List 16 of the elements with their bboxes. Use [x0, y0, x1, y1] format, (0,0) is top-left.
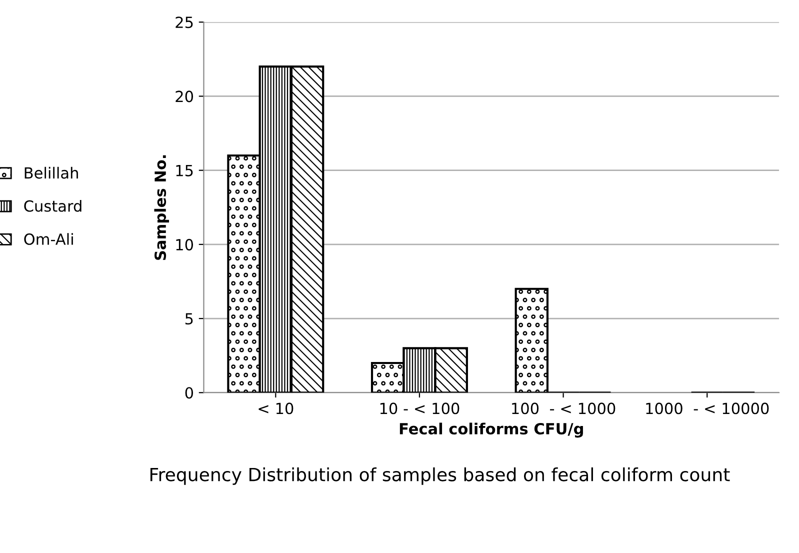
- text: Frequency Distribution of samples based on fecal coliform count: [150, 467, 730, 485]
- x-tick-label: 10 - < 100: [380, 402, 460, 414]
- y-tick-label: 15: [176, 164, 193, 176]
- y-axis-title: Samples No.: [154, 155, 170, 260]
- x-axis-title: Fecal coliforms CFU/g: [400, 422, 583, 438]
- y-tick-label: 10: [176, 238, 194, 250]
- x-tick-label: 1000 - < 10000: [646, 402, 769, 414]
- legend-label: Om-Ali: [24, 233, 73, 245]
- x-tick-label: < 10: [258, 402, 294, 414]
- legend-label: Belillah: [24, 166, 78, 179]
- y-tick-label: 25: [176, 16, 193, 28]
- y-tick-label: 5: [185, 313, 193, 325]
- x-tick-label: 100 - < 1000: [512, 402, 616, 414]
- y-tick-label: 0: [185, 387, 194, 399]
- y-tick-label: 20: [176, 90, 194, 102]
- legend-label: Custard: [24, 200, 82, 212]
